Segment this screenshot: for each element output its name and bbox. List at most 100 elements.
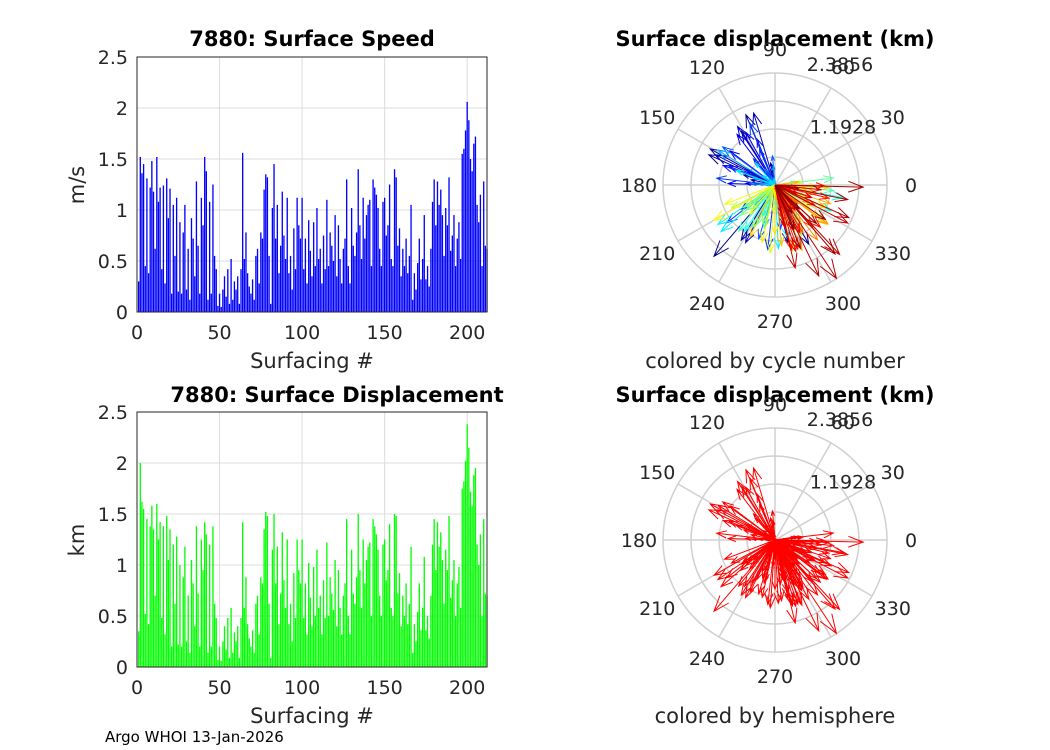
displacement-bar [174, 603, 176, 667]
polar-cycle-labels: 0 30 60 90 120 150 180 210 240 270 300 330 1.1928 2.3… [621, 39, 917, 333]
polar-cycle-arrow [774, 184, 813, 199]
speed-bar [308, 220, 310, 312]
displacement-bar [344, 583, 346, 667]
speed-bar [175, 197, 178, 312]
speed-bar [137, 281, 140, 312]
speed-bar [456, 238, 458, 312]
displacement-bar [185, 641, 188, 667]
speed-chart-xlabel: Surfacing # [250, 349, 374, 373]
speed-bar [322, 235, 325, 312]
displacement-bar [200, 539, 203, 667]
displacement-bar [299, 583, 302, 667]
displacement-bar [400, 626, 402, 667]
displacement-bar [473, 475, 475, 667]
displacement-bar [461, 488, 463, 667]
speed-bar [240, 269, 242, 312]
speed-bar [185, 289, 188, 312]
speed-ytick-label: 0 [116, 302, 128, 324]
displacement-bar [450, 597, 452, 667]
displacement-bar [481, 616, 483, 667]
displacement-bar [454, 616, 457, 667]
speed-bar [425, 279, 427, 312]
displacement-bar [433, 519, 435, 667]
displacement-bar [268, 603, 270, 667]
polar-hemisphere-angle-label: 60 [831, 412, 855, 434]
speed-bar [474, 136, 477, 312]
speed-bar [312, 222, 315, 312]
polar-hemisphere-arrow [772, 532, 777, 541]
speed-chart-title: 7880: Surface Speed [189, 27, 435, 51]
displacement-bar [192, 583, 194, 667]
displacement-bar [476, 544, 478, 667]
speed-bar [205, 171, 207, 312]
speed-bar [319, 248, 321, 312]
displacement-bar [261, 583, 264, 667]
displacement-bar [278, 624, 280, 667]
polar-cycle-arrow [735, 169, 776, 186]
displacement-bar [383, 539, 386, 667]
footer-credit: Argo WHOI 13-Jan-2026 [105, 728, 284, 746]
polar-hemisphere-arrow [774, 539, 798, 625]
speed-bar [367, 204, 369, 312]
speed-bar [388, 184, 391, 312]
polar-cycle-arrow [749, 184, 776, 239]
speed-bar [342, 248, 345, 312]
displacement-bar [137, 631, 140, 667]
speed-bar [248, 286, 250, 312]
polar-cycle-arrow [774, 184, 820, 278]
polar-hemisphere-arrow [774, 539, 837, 611]
speed-bar [334, 215, 336, 312]
speed-bar [304, 238, 307, 312]
speed-bar [149, 187, 151, 312]
displacement-bar [243, 607, 245, 667]
displacement-bar [171, 646, 173, 667]
speed-bar [263, 189, 265, 312]
speed-bar [279, 245, 282, 312]
speed-bar [412, 299, 414, 312]
polar-hemisphere-arrow [774, 539, 838, 635]
displacement-bar [407, 624, 409, 667]
displacement-bar [440, 532, 442, 667]
speed-bar [332, 261, 335, 312]
displacement-xtick-label: 200 [449, 677, 485, 699]
speed-bar [362, 197, 364, 312]
speed-bar [228, 303, 231, 312]
speed-bar [317, 258, 320, 312]
speed-bar [408, 255, 411, 312]
speed-bar [189, 299, 191, 312]
polar-cycle-arrow [747, 184, 776, 207]
displacement-bar [336, 626, 338, 667]
polar-hemisphere-angle-label: 300 [825, 648, 861, 670]
speed-bar [461, 153, 463, 312]
speed-xtick-label: 200 [449, 322, 485, 344]
polar-cycle-arrow [774, 184, 851, 219]
displacement-bar [212, 526, 214, 667]
speed-bar [146, 178, 148, 312]
speed-bar [352, 245, 354, 312]
polar-cycle-angle-label: 0 [905, 175, 917, 197]
polar-cycle-r-label-inner: 1.1928 [810, 116, 876, 138]
polar-cycle-arrow [748, 184, 776, 216]
speed-xtick-label: 100 [284, 322, 320, 344]
polar-hemisphere-arrow [774, 539, 793, 570]
speed-bar [210, 293, 212, 312]
polar-cycle-arrow [721, 146, 776, 186]
displacement-bar [379, 595, 381, 667]
speed-bar [339, 258, 341, 312]
polar-cycle-arrow [752, 111, 776, 186]
speed-bar [350, 207, 353, 312]
speed-bar [296, 197, 298, 312]
polar-hemisphere-arrow [774, 539, 813, 554]
displacement-bar [205, 534, 207, 667]
speed-bar [294, 269, 297, 312]
speed-bar [314, 266, 316, 312]
speed-bar [390, 258, 392, 312]
speed-bar [235, 289, 237, 312]
polar-cycle-arrow [749, 121, 776, 186]
polar-hemisphere-angle-label: 180 [621, 530, 657, 552]
speed-bar [440, 189, 442, 312]
speed-bar [316, 207, 318, 312]
displacement-bar [387, 570, 389, 667]
displacement-bar [370, 616, 373, 667]
speed-bar [273, 164, 275, 312]
